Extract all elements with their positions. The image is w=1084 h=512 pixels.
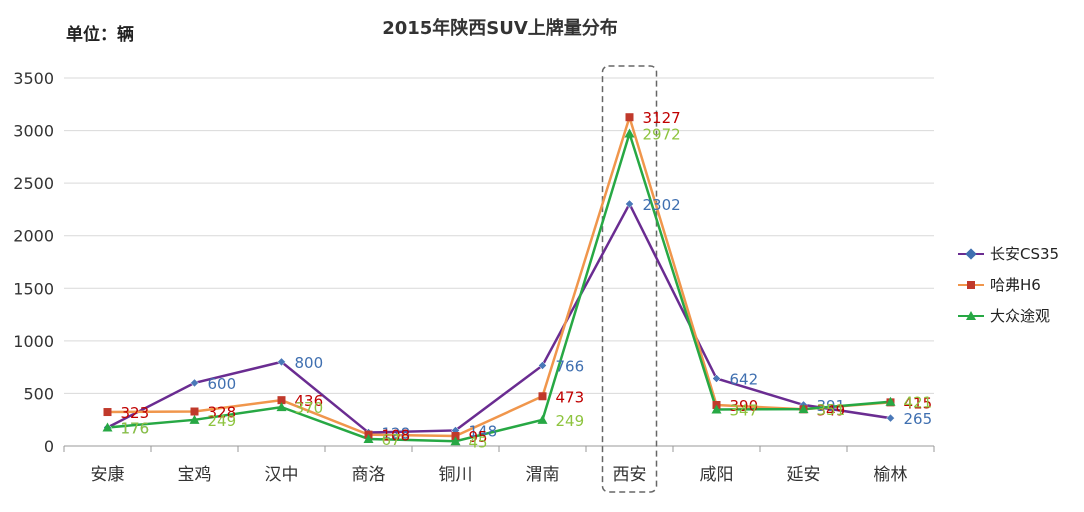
- data-label: 108: [382, 427, 411, 445]
- data-point: [277, 396, 286, 405]
- y-tick-label: 2000: [13, 227, 54, 246]
- data-point: [538, 361, 547, 370]
- data-point: [103, 408, 112, 417]
- data-point: [189, 414, 200, 424]
- legend-line-h6: [958, 280, 984, 289]
- data-label: 351: [817, 401, 846, 419]
- data-label: 600: [208, 375, 237, 393]
- data-label: 176: [121, 419, 150, 437]
- x-tick-label: 延安: [787, 465, 821, 485]
- y-tick-label: 3000: [13, 122, 54, 141]
- data-label: 347: [730, 402, 759, 420]
- legend-item-cs35[interactable]: 长安CS35: [958, 238, 1059, 269]
- y-tick-label: 1500: [13, 279, 54, 298]
- chart-title: 2015年陕西SUV上牌量分布: [382, 18, 618, 39]
- data-point: [190, 378, 199, 388]
- legend-label-tiguan: 大众途观: [990, 307, 1051, 325]
- data-label: 249: [208, 412, 237, 430]
- data-point: [885, 396, 896, 406]
- data-point: [624, 128, 635, 138]
- legend-item-tiguan[interactable]: 大众途观: [958, 300, 1059, 331]
- data-point: [886, 413, 895, 423]
- data-label: 391: [817, 397, 846, 415]
- data-label: 176: [121, 419, 150, 437]
- x-tick-label: 安康: [91, 465, 125, 485]
- x-tick-label: 商洛: [352, 465, 386, 485]
- data-point: [625, 199, 634, 209]
- square-marker-icon: [967, 280, 975, 289]
- data-label: 265: [904, 410, 933, 428]
- data-label: 95: [469, 428, 488, 446]
- data-point: [450, 436, 461, 446]
- data-label: 370: [295, 399, 324, 417]
- unit-label: 单位：辆: [66, 25, 134, 45]
- x-tick-label: 汉中: [265, 465, 299, 485]
- y-tick-label: 1000: [13, 332, 54, 351]
- data-label: 436: [295, 392, 324, 410]
- legend-label-h6: 哈弗H6: [990, 276, 1041, 294]
- data-label: 349: [817, 401, 846, 419]
- data-point: [363, 433, 374, 443]
- legend-line-cs35: [958, 247, 984, 260]
- data-label: 2302: [643, 196, 681, 214]
- highlight-box: [601, 65, 658, 493]
- legend-label-cs35: 长安CS35: [990, 245, 1060, 263]
- data-label: 323: [121, 404, 150, 422]
- legend: 长安CS35 哈弗H6 大众途观: [958, 238, 1059, 331]
- data-label: 415: [904, 394, 933, 412]
- data-point: [276, 402, 287, 412]
- data-label: 328: [208, 404, 237, 422]
- data-label: 3127: [643, 109, 681, 127]
- data-label: 2972: [643, 126, 681, 144]
- y-tick-label: 0: [44, 437, 54, 456]
- data-label: 249: [556, 412, 585, 430]
- y-tick-label: 500: [23, 384, 54, 403]
- data-label: 390: [730, 397, 759, 415]
- x-tick-label: 渭南: [526, 465, 560, 485]
- data-point: [711, 404, 722, 414]
- data-label: 766: [556, 357, 585, 375]
- series-line: [107, 129, 891, 443]
- x-tick-label: 西安: [613, 465, 647, 485]
- data-point: [712, 374, 721, 383]
- series-line: [107, 112, 891, 438]
- series-line: [106, 201, 891, 434]
- data-label: 128: [382, 425, 411, 443]
- data-point: [798, 404, 809, 414]
- data-label: 45: [469, 433, 488, 451]
- y-tick-label: 2500: [13, 174, 54, 193]
- data-point: [277, 357, 286, 367]
- data-label: 800: [295, 354, 324, 372]
- data-point: [538, 392, 547, 401]
- data-label: 473: [556, 388, 585, 406]
- data-point: [190, 407, 199, 416]
- data-point: [451, 432, 460, 441]
- data-label: 642: [730, 370, 759, 388]
- data-label: 148: [469, 422, 498, 440]
- triangle-marker-icon: [966, 310, 976, 320]
- legend-item-h6[interactable]: 哈弗H6: [958, 269, 1059, 300]
- data-point: [537, 414, 548, 424]
- data-label: 421: [904, 394, 933, 412]
- data-point: [625, 113, 634, 122]
- y-tick-label: 3500: [13, 69, 54, 88]
- x-tick-label: 榆林: [874, 465, 908, 485]
- diamond-marker-icon: [965, 247, 977, 260]
- x-tick-label: 宝鸡: [178, 465, 212, 485]
- data-label: 67: [382, 431, 401, 449]
- x-tick-label: 咸阳: [700, 465, 734, 485]
- x-tick-label: 铜川: [439, 465, 473, 485]
- data-point: [102, 422, 113, 432]
- legend-line-tiguan: [958, 310, 984, 320]
